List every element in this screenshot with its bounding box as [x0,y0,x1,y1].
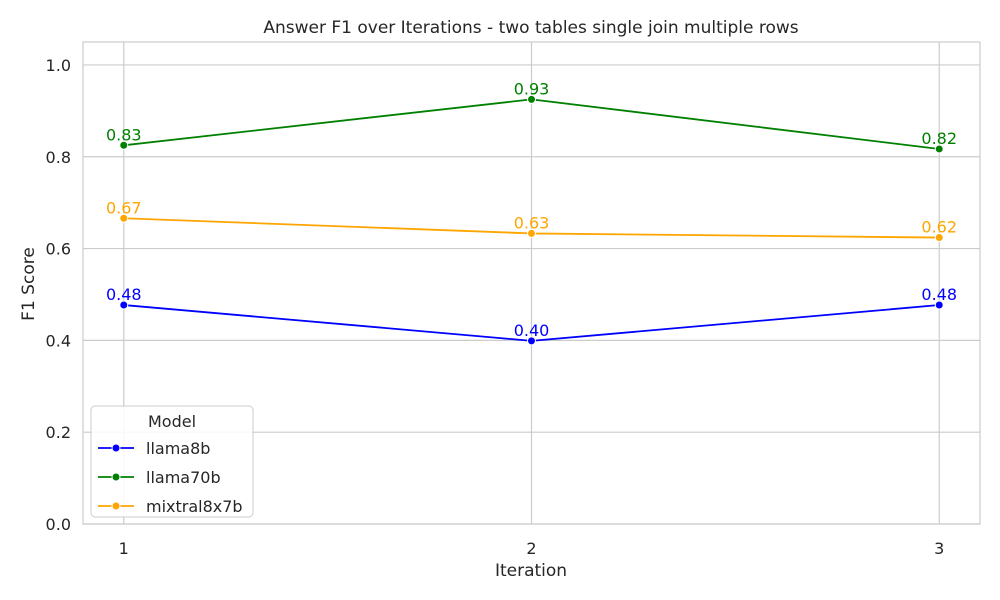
data-point [527,336,536,346]
y-tick-label: 0.6 [46,240,71,259]
data-point [934,144,944,154]
data-point [119,300,129,310]
legend: Model llama8b llama70b mixtral8x7b [90,405,254,518]
legend-swatch-marker [111,443,121,453]
chart-title: Answer F1 over Iterations - two tables s… [263,18,798,38]
y-axis-title: F1 Score [19,247,39,321]
y-tick-label: 0.2 [46,423,71,442]
legend-item-llama70b: llama70b [98,468,221,487]
legend-swatch-marker [111,501,121,511]
y-tick-label: 0.8 [46,148,71,167]
legend-label: llama8b [146,439,210,458]
x-tick-label: 2 [526,539,536,558]
data-label: 0.62 [921,218,957,237]
series-llama8b: 0.48 0.40 0.48 [106,285,957,346]
legend-label: llama70b [146,468,221,487]
y-tick-label: 0.4 [46,331,71,350]
data-label: 0.83 [106,125,142,144]
legend-box [90,405,254,518]
legend-item-mixtral8x7b: mixtral8x7b [98,497,243,516]
plot-area [82,41,981,525]
data-label: 0.48 [921,285,957,304]
x-axis-title: Iteration [495,561,567,581]
legend-entries: llama8b llama70b mixtral8x7b [98,439,243,516]
legend-swatch-marker [111,472,121,482]
data-point [527,228,536,238]
data-label: 0.40 [514,321,550,340]
legend-label: mixtral8x7b [146,497,243,516]
y-tick-label: 1.0 [46,56,71,75]
x-tick-label: 1 [119,539,129,558]
y-tick-label: 0.0 [46,515,71,534]
data-label: 0.82 [921,129,957,148]
series-group: 0.48 0.40 0.48 0.83 0.93 0.82 0.67 0.63 0.62 [106,79,957,346]
data-label: 0.67 [106,198,142,217]
series-llama70b: 0.83 0.93 0.82 [106,79,957,154]
series-mixtral8x7b: 0.67 0.63 0.62 [106,198,957,243]
legend-title: Model [148,412,196,431]
y-axis-ticks: 0.0 0.2 0.4 0.6 0.8 1.0 [46,56,71,534]
data-point [527,94,536,104]
data-point [119,213,129,223]
data-point [934,300,944,310]
data-point [934,233,944,243]
x-tick-label: 3 [934,539,944,558]
data-label: 0.93 [514,79,550,98]
x-axis-ticks: 1 2 3 [119,539,945,558]
legend-item-llama8b: llama8b [98,439,210,458]
data-point [119,140,129,150]
data-label: 0.63 [514,213,550,232]
data-label: 0.48 [106,285,142,304]
